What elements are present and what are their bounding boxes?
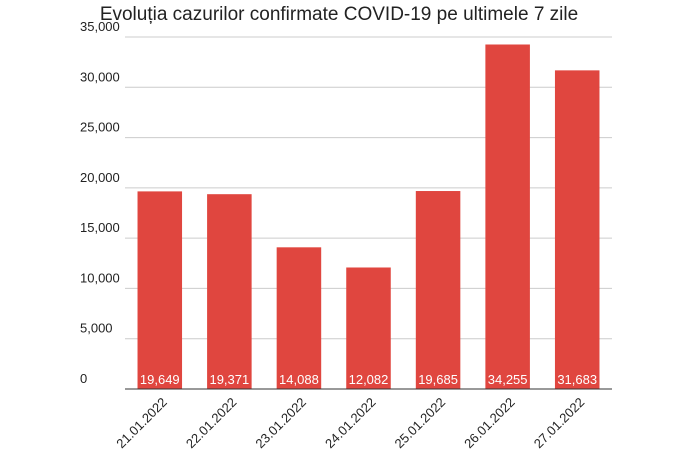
bar xyxy=(346,267,391,389)
x-tick-label: 25.01.2022 xyxy=(392,395,449,452)
value-label: 31,683 xyxy=(557,372,597,387)
value-label: 19,649 xyxy=(140,372,180,387)
bar xyxy=(137,191,183,389)
bar xyxy=(207,194,252,389)
x-tick-label: 22.01.2022 xyxy=(183,395,240,452)
value-label: 34,255 xyxy=(488,372,528,387)
bar xyxy=(276,247,322,389)
y-tick-label: 0 xyxy=(80,371,87,386)
bar xyxy=(554,70,600,389)
y-tick-label: 5,000 xyxy=(80,321,113,336)
x-tick-label: 27.01.2022 xyxy=(531,395,588,452)
y-tick-label: 20,000 xyxy=(80,170,120,185)
x-tick-label: 26.01.2022 xyxy=(461,395,518,452)
y-tick-label: 10,000 xyxy=(80,270,120,285)
value-label: 19,685 xyxy=(418,372,458,387)
bar xyxy=(485,44,530,389)
chart-title: Evoluția cazurilor confirmate COVID-19 p… xyxy=(100,4,578,25)
value-label: 19,371 xyxy=(209,372,249,387)
y-tick-label: 15,000 xyxy=(80,220,120,235)
y-tick-label: 35,000 xyxy=(80,19,120,34)
x-tick-label: 24.01.2022 xyxy=(322,395,379,452)
value-label: 14,088 xyxy=(279,372,319,387)
x-tick-label: 23.01.2022 xyxy=(252,395,309,452)
y-tick-label: 30,000 xyxy=(80,69,120,84)
value-label: 12,082 xyxy=(349,372,389,387)
bar xyxy=(415,191,461,389)
x-tick-label: 21.01.2022 xyxy=(113,395,170,452)
y-tick-label: 25,000 xyxy=(80,120,120,135)
